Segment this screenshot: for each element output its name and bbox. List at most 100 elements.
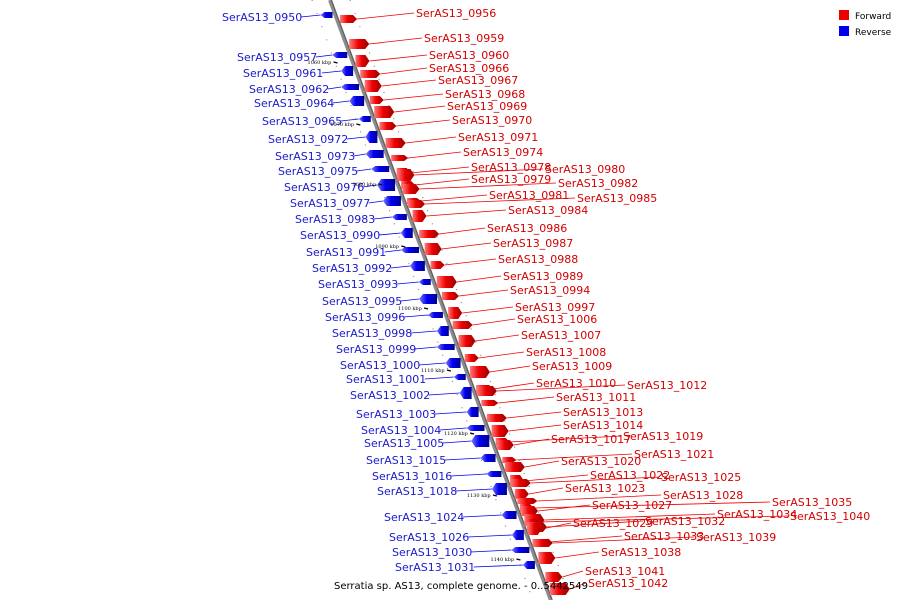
gene-feature-seras13-1029[interactable] (527, 523, 542, 535)
gene-feature-seras13-0967[interactable] (364, 80, 382, 92)
gene-label-seras13-1035[interactable]: SerAS13_1035 (772, 496, 852, 509)
gene-label-seras13-0998[interactable]: SerAS13_0998 (332, 327, 412, 340)
gene-label-seras13-1010[interactable]: SerAS13_1010 (536, 377, 616, 390)
gene-label-seras13-0967[interactable]: SerAS13_0967 (438, 74, 518, 87)
gene-feature-seras13-1017[interactable] (496, 440, 514, 450)
gene-label-seras13-0993[interactable]: SerAS13_0993 (318, 278, 398, 291)
gene-feature-seras13-0956[interactable] (339, 15, 357, 23)
gene-feature-seras13-0973[interactable] (365, 150, 384, 158)
gene-label-seras13-0981[interactable]: SerAS13_0981 (489, 189, 569, 202)
gene-feature-seras13-1008[interactable] (464, 354, 479, 362)
gene-label-seras13-0964[interactable]: SerAS13_0964 (254, 97, 334, 110)
gene-label-seras13-0994[interactable]: SerAS13_0994 (510, 284, 590, 297)
gene-label-seras13-1005[interactable]: SerAS13_1005 (364, 437, 444, 450)
gene-label-seras13-1018[interactable]: SerAS13_1018 (377, 485, 457, 498)
gene-label-seras13-0989[interactable]: SerAS13_0989 (503, 270, 583, 283)
gene-label-seras13-1041[interactable]: SerAS13_1041 (585, 565, 665, 578)
gene-label-seras13-1040[interactable]: SerAS13_1040 (790, 510, 870, 523)
gene-label-seras13-1032[interactable]: SerAS13_1032 (645, 515, 725, 528)
gene-label-seras13-0966[interactable]: SerAS13_0966 (429, 62, 509, 75)
gene-feature-seras13-0960[interactable] (355, 55, 370, 67)
gene-feature-seras13-1016[interactable] (486, 471, 502, 477)
gene-feature-seras13-0976[interactable] (377, 179, 396, 191)
gene-feature-seras13-0992[interactable] (409, 261, 425, 271)
gene-label-seras13-0978[interactable]: SerAS13_0978 (471, 161, 551, 174)
gene-label-seras13-1033[interactable]: SerAS13_1033 (624, 530, 704, 543)
gene-label-seras13-0980[interactable]: SerAS13_0980 (545, 163, 625, 176)
gene-feature-seras13-0988[interactable] (430, 261, 445, 269)
gene-label-seras13-1022[interactable]: SerAS13_1022 (590, 469, 670, 482)
gene-label-seras13-1008[interactable]: SerAS13_1008 (526, 346, 606, 359)
gene-feature-seras13-0965[interactable] (358, 116, 371, 122)
gene-label-seras13-1024[interactable]: SerAS13_1024 (384, 511, 464, 524)
gene-label-seras13-1034[interactable]: SerAS13_1034 (717, 508, 797, 521)
gene-feature-seras13-0996[interactable] (427, 312, 443, 318)
gene-feature-seras13-1000[interactable] (445, 358, 461, 368)
gene-label-seras13-0991[interactable]: SerAS13_0991 (306, 246, 386, 259)
gene-feature-seras13-1038[interactable] (538, 552, 556, 564)
gene-feature-seras13-0997[interactable] (448, 307, 463, 319)
gene-feature-seras13-1030[interactable] (511, 547, 530, 553)
gene-feature-seras13-1026[interactable] (511, 530, 524, 540)
gene-feature-seras13-1013[interactable] (486, 414, 507, 422)
gene-feature-seras13-1009[interactable] (469, 366, 490, 378)
gene-label-seras13-1019[interactable]: SerAS13_1019 (623, 430, 703, 443)
gene-label-seras13-1042[interactable]: SerAS13_1042 (588, 577, 668, 590)
gene-feature-seras13-1004[interactable] (466, 425, 485, 431)
gene-label-seras13-0977[interactable]: SerAS13_0977 (290, 197, 370, 210)
gene-feature-seras13-0983[interactable] (391, 214, 407, 220)
gene-feature-seras13-0993[interactable] (418, 279, 431, 285)
gene-label-seras13-0988[interactable]: SerAS13_0988 (498, 253, 578, 266)
gene-label-seras13-0965[interactable]: SerAS13_0965 (262, 115, 342, 128)
gene-label-seras13-1002[interactable]: SerAS13_1002 (350, 389, 430, 402)
gene-label-seras13-0972[interactable]: SerAS13_0972 (268, 133, 348, 146)
gene-feature-seras13-0982[interactable] (402, 184, 420, 194)
gene-label-seras13-1020[interactable]: SerAS13_1020 (561, 455, 641, 468)
gene-label-seras13-0985[interactable]: SerAS13_0985 (577, 192, 657, 205)
gene-label-seras13-1017[interactable]: SerAS13_1017 (551, 433, 631, 446)
gene-feature-seras13-1011[interactable] (481, 400, 499, 406)
gene-label-seras13-1029[interactable]: SerAS13_1029 (573, 517, 653, 530)
gene-label-seras13-0956[interactable]: SerAS13_0956 (416, 7, 496, 20)
gene-label-seras13-0971[interactable]: SerAS13_0971 (458, 131, 538, 144)
gene-label-seras13-0974[interactable]: SerAS13_0974 (463, 146, 543, 159)
gene-label-seras13-1003[interactable]: SerAS13_1003 (356, 408, 436, 421)
gene-feature-seras13-0980[interactable] (397, 169, 415, 181)
gene-feature-seras13-1031[interactable] (522, 561, 535, 569)
gene-label-seras13-0983[interactable]: SerAS13_0983 (295, 213, 375, 226)
gene-feature-seras13-0970[interactable] (379, 122, 397, 130)
gene-label-seras13-0968[interactable]: SerAS13_0968 (445, 88, 525, 101)
gene-feature-seras13-0999[interactable] (436, 344, 455, 350)
gene-feature-seras13-0986[interactable] (419, 230, 440, 238)
gene-feature-seras13-0961[interactable] (341, 66, 354, 76)
gene-feature-seras13-0962[interactable] (341, 84, 360, 90)
gene-feature-seras13-1015[interactable] (480, 454, 496, 462)
gene-feature-seras13-0966[interactable] (360, 70, 381, 78)
gene-feature-seras13-0990[interactable] (400, 228, 413, 238)
gene-label-seras13-0986[interactable]: SerAS13_0986 (487, 222, 567, 235)
gene-feature-seras13-1003[interactable] (466, 407, 479, 417)
gene-label-seras13-1015[interactable]: SerAS13_1015 (366, 454, 446, 467)
gene-feature-seras13-1020[interactable] (504, 462, 525, 472)
gene-label-seras13-0975[interactable]: SerAS13_0975 (278, 165, 358, 178)
gene-feature-seras13-0987[interactable] (424, 243, 442, 255)
gene-label-seras13-0961[interactable]: SerAS13_0961 (243, 67, 323, 80)
gene-feature-seras13-0950[interactable] (320, 12, 333, 18)
gene-label-seras13-1009[interactable]: SerAS13_1009 (532, 360, 612, 373)
gene-feature-seras13-0985[interactable] (408, 200, 426, 208)
gene-feature-seras13-1024[interactable] (501, 511, 517, 519)
gene-label-seras13-1023[interactable]: SerAS13_1023 (565, 482, 645, 495)
gene-feature-seras13-1002[interactable] (459, 387, 472, 399)
gene-label-seras13-1025[interactable]: SerAS13_1025 (661, 471, 741, 484)
gene-feature-seras13-0971[interactable] (385, 138, 406, 148)
gene-label-seras13-1012[interactable]: SerAS13_1012 (627, 379, 707, 392)
gene-label-seras13-0996[interactable]: SerAS13_0996 (325, 311, 405, 324)
gene-label-seras13-1039[interactable]: SerAS13_1039 (696, 531, 776, 544)
gene-feature-seras13-1025[interactable] (510, 479, 531, 487)
gene-label-seras13-1030[interactable]: SerAS13_1030 (392, 546, 472, 559)
gene-label-seras13-1011[interactable]: SerAS13_1011 (556, 391, 636, 404)
gene-label-seras13-1007[interactable]: SerAS13_1007 (521, 329, 601, 342)
gene-label-seras13-1006[interactable]: SerAS13_1006 (517, 313, 597, 326)
gene-label-seras13-1038[interactable]: SerAS13_1038 (601, 546, 681, 559)
gene-label-seras13-0987[interactable]: SerAS13_0987 (493, 237, 573, 250)
